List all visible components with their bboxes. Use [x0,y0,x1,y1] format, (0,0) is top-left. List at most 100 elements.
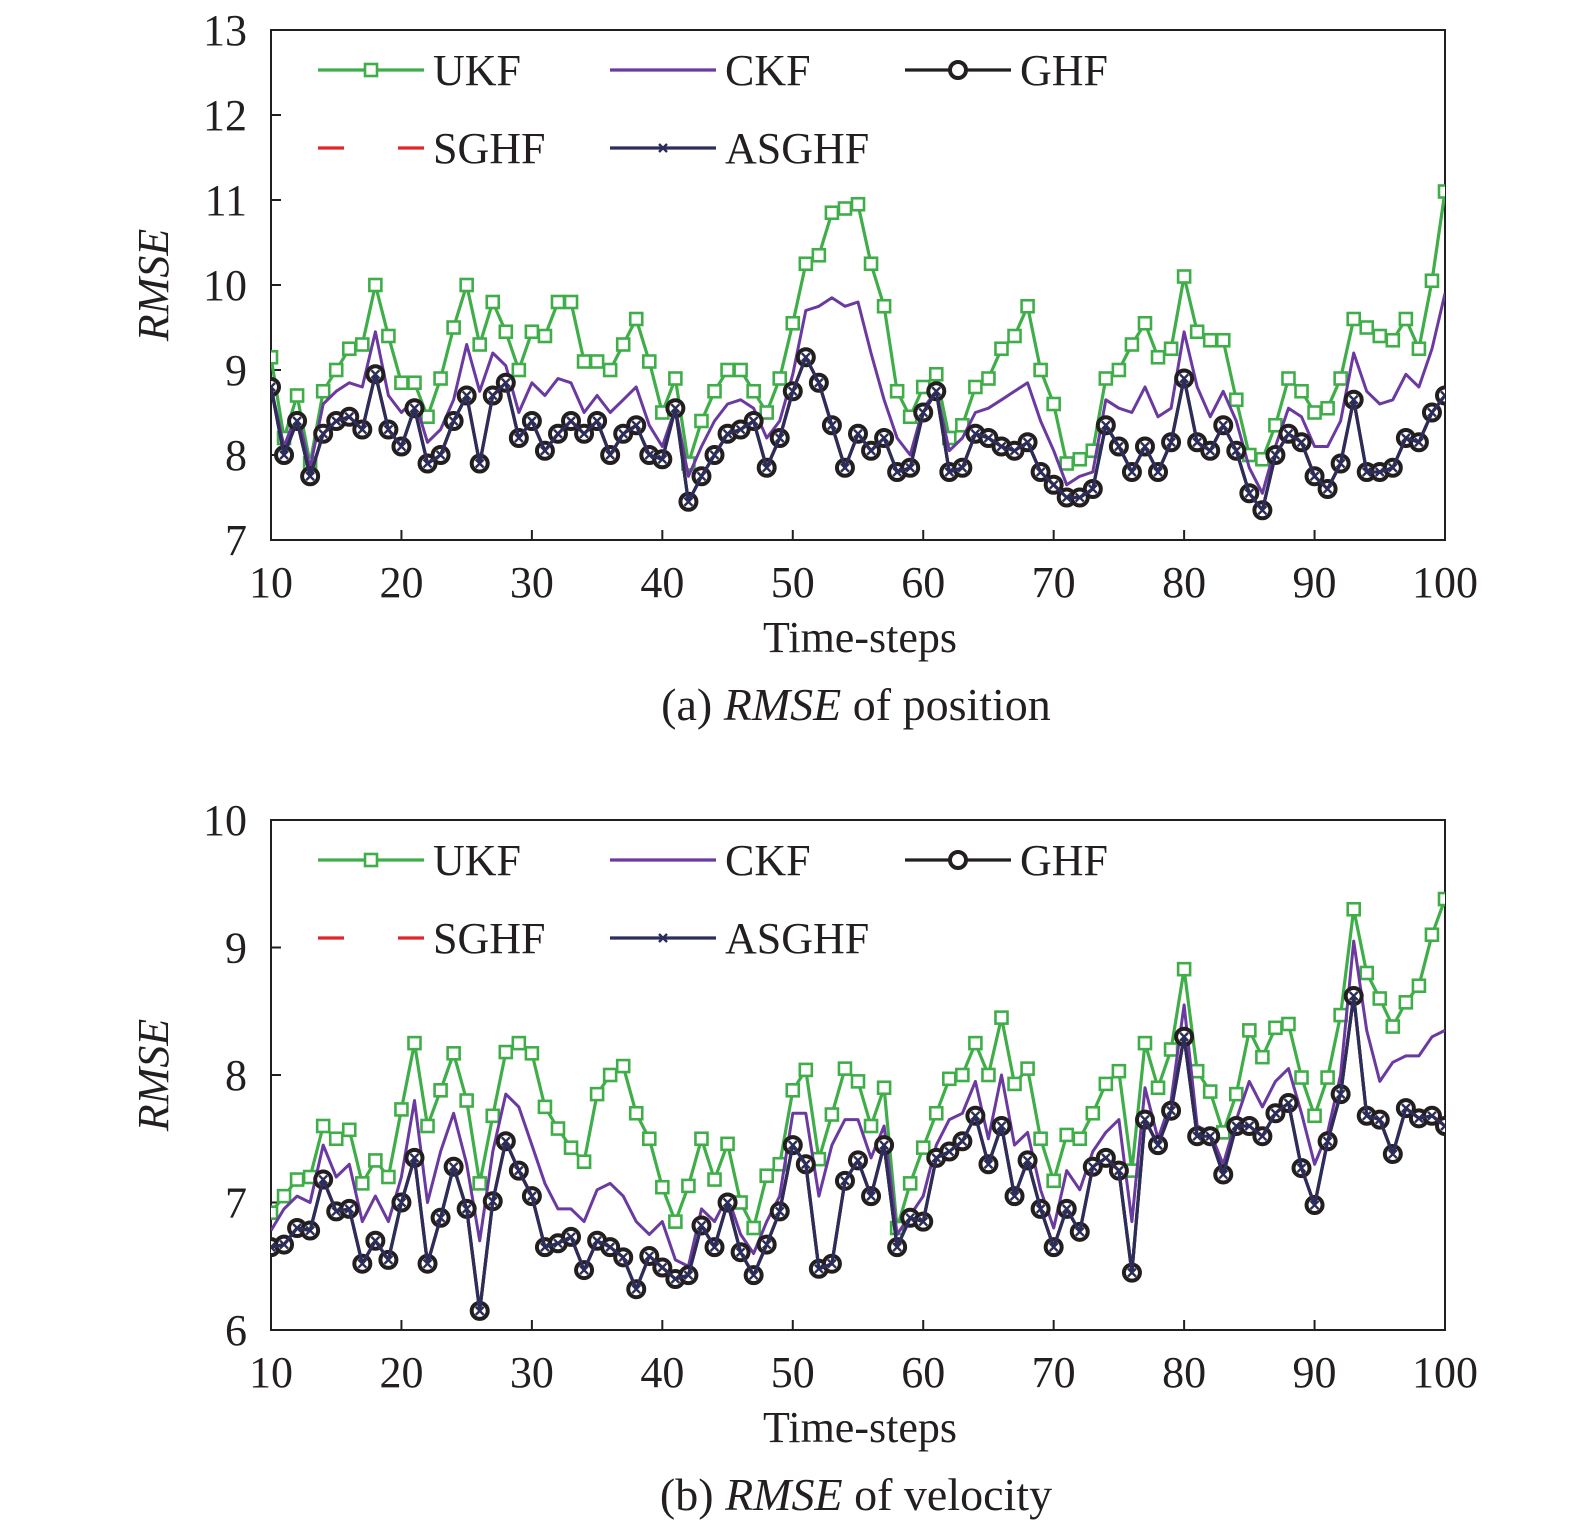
data-point-asghf [866,445,876,456]
data-point-ukf [1385,1019,1401,1034]
data-point-asghf [1374,467,1385,477]
y-tick-label: 10 [203,261,247,310]
data-point-ukf [1359,965,1375,981]
data-point-ukf [785,1083,801,1098]
data-point-asghf [1414,437,1424,448]
data-point-asghf [500,1136,511,1147]
x-tick-label: 60 [901,1348,945,1397]
data-point-ukf [576,1154,592,1169]
data-point-asghf [461,1204,472,1214]
data-point-asghf [800,1159,811,1170]
data-point-ukf [798,1062,814,1078]
data-point-asghf [696,1220,707,1231]
data-point-asghf [618,1252,629,1263]
data-point-asghf [748,1270,759,1281]
data-point-ukf [498,1044,514,1060]
data-point-asghf [1244,488,1255,499]
legend-marker-ghf [948,850,968,870]
data-point-ukf [1098,1076,1114,1092]
legend-label-asghf: ASGHF [725,914,869,963]
data-point-asghf [709,450,720,460]
legend-label-sghf: SGHF [433,914,546,963]
data-point-ukf [707,383,722,399]
data-point-ukf [628,1105,644,1121]
data-point-ukf [537,328,553,344]
data-point-ukf [863,256,879,272]
data-point-asghf [722,428,733,439]
data-point-ukf [968,379,983,395]
legend-label-ghf: GHF [1020,836,1108,885]
data-point-asghf [279,450,289,460]
data-point-asghf [1100,420,1111,431]
data-point-asghf [1283,428,1294,439]
data-point-asghf [996,441,1007,452]
data-point-asghf [1192,1131,1203,1142]
data-point-asghf [553,1238,563,1249]
data-point-asghf [853,428,863,439]
data-point-ukf [407,1035,422,1051]
data-point-asghf [1440,390,1445,401]
data-point-ukf [928,366,944,382]
legend-label-ukf: UKF [433,46,521,95]
data-point-ukf [720,362,735,378]
data-point-ukf [315,1118,331,1134]
x-tick-label: 90 [1293,558,1337,607]
data-point-ukf [994,341,1009,357]
data-point-asghf [1100,1153,1111,1163]
data-point-ukf [1411,341,1427,357]
data-point-asghf [592,1235,602,1246]
data-point-ukf [328,1131,344,1147]
data-point-asghf [396,1197,407,1208]
data-point-ukf [1294,383,1309,399]
data-point-asghf [409,1153,420,1163]
y-tick-label: 6 [225,1306,247,1355]
x-tick-label: 100 [1412,558,1478,607]
data-point-ukf [1046,1173,1061,1189]
data-point-asghf [879,433,889,443]
series-ckf [271,939,1445,1268]
data-point-ukf [798,256,814,272]
data-point-ukf [289,388,305,403]
data-point-asghf [1048,479,1059,490]
data-point-ukf [1307,405,1322,420]
caption-prefix: (a) [661,679,724,730]
data-point-asghf [970,428,981,439]
data-point-ukf [1228,392,1244,408]
y-axis-label: RMSE [129,1019,178,1133]
data-point-asghf [905,1212,916,1223]
data-point-ukf [1346,901,1361,917]
data-point-asghf [500,377,511,388]
data-point-asghf [1296,437,1307,448]
caption-suffix: of velocity [843,1469,1053,1520]
legend-marker-asghf [658,933,668,943]
data-point-asghf [318,1174,329,1185]
legend-label-ghf: GHF [1020,46,1108,95]
data-point-asghf [996,1121,1007,1131]
caption-prefix: (b) [660,1469,725,1520]
x-tick-label: 40 [640,1348,684,1397]
data-point-ukf [1137,315,1153,331]
data-point-ukf [746,383,761,399]
data-point-asghf [461,390,472,401]
data-point-asghf [957,462,968,473]
data-point-ukf [563,294,579,310]
data-point-ukf [1124,337,1140,352]
legend-label-ckf: CKF [725,836,811,885]
data-point-asghf [644,1251,655,1261]
data-point-ukf [1033,1131,1048,1147]
data-point-asghf [592,416,602,426]
data-point-asghf [1166,437,1176,448]
data-point-ukf [1189,324,1205,340]
data-point-ukf [589,1086,605,1102]
data-point-ukf [942,1071,957,1087]
data-point-ukf [1307,1108,1322,1124]
data-point-asghf [1048,1242,1059,1252]
data-point-asghf [1374,1114,1385,1125]
data-point-ukf [1320,1070,1335,1085]
data-point-asghf [357,424,368,435]
data-point-ukf [1072,451,1088,467]
data-point-ukf [759,1168,774,1184]
data-point-ukf [341,341,357,357]
data-point-asghf [370,1235,381,1246]
